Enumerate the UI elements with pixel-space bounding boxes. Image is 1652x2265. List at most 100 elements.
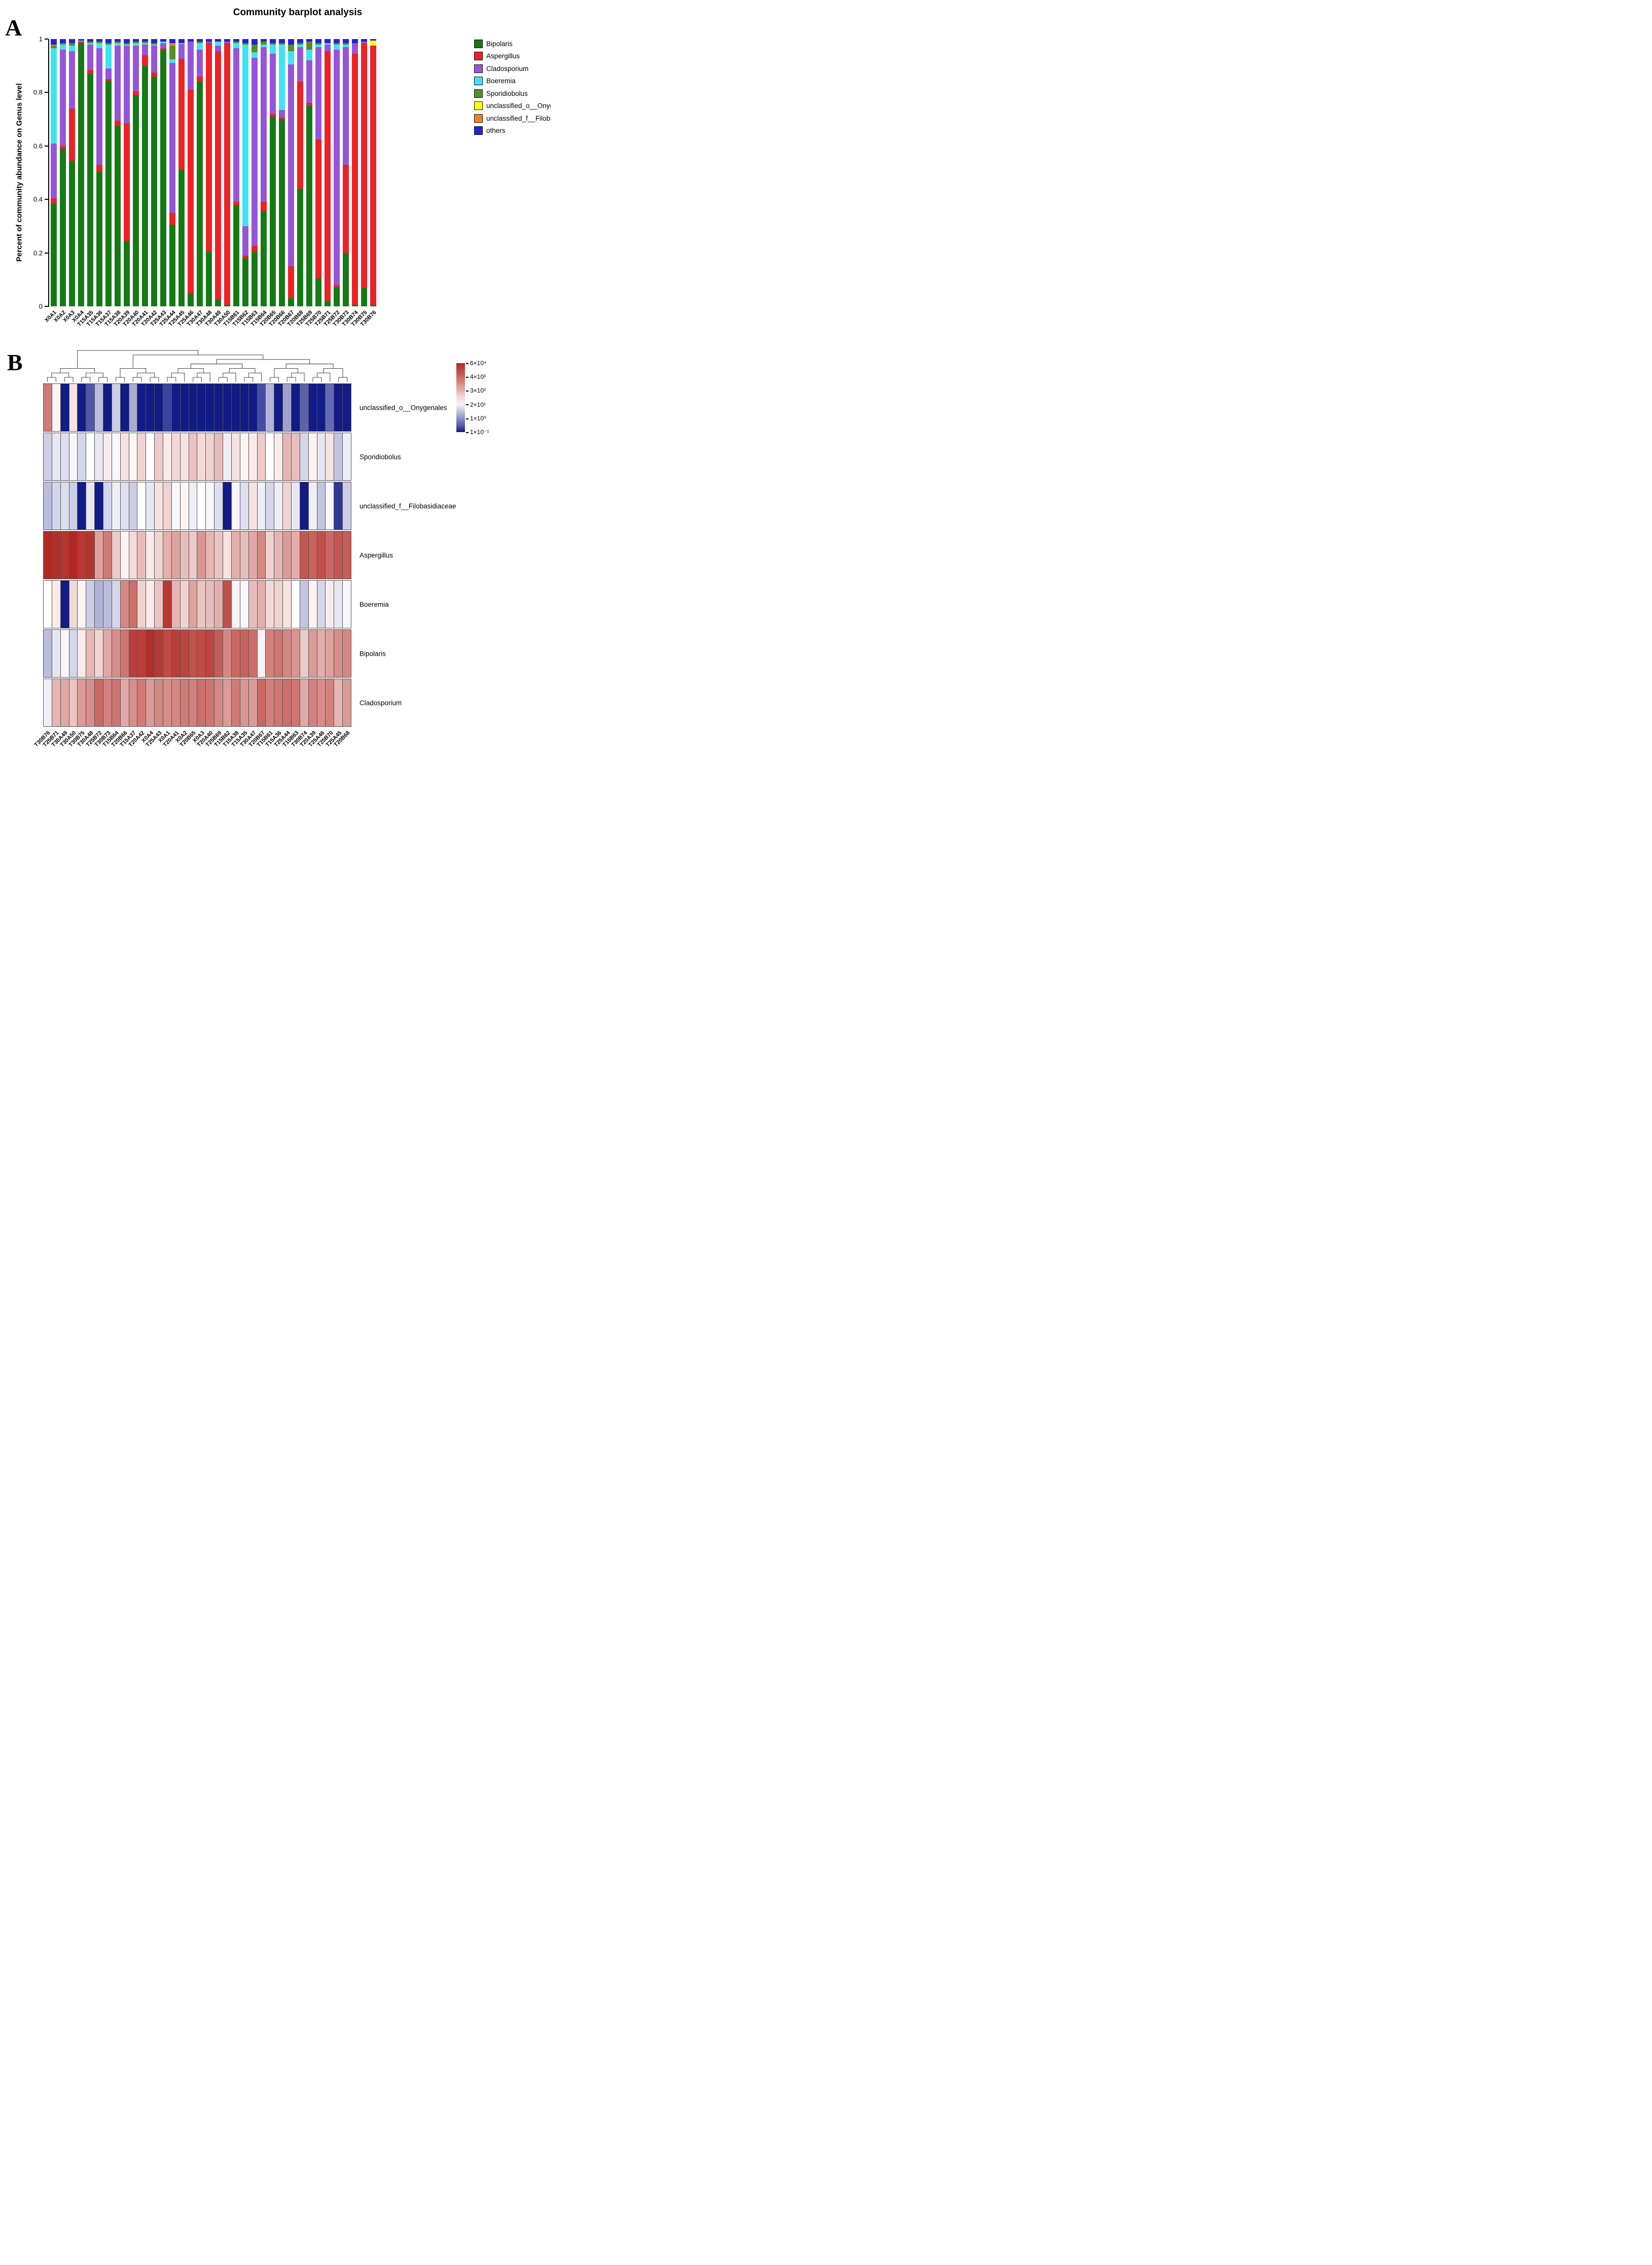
heatmap-cell [266,384,274,431]
bar-segment-Aspergillus [78,42,84,43]
stacked-bar [142,39,148,306]
heatmap-cell [60,581,69,628]
heatmap-cell [291,433,300,480]
barplot-area [49,39,378,306]
legend-label: Sporidiobolus [486,89,528,97]
heatmap-cell [257,482,266,529]
heatmap-cell [52,482,60,529]
heatmap-cell [112,630,120,677]
heatmap-cell [103,630,112,677]
heatmap-row-label: Cladosporium [360,699,402,707]
bar-segment-Bipolaris [306,105,312,306]
stacked-bar [306,39,312,306]
bar-segment-others [87,39,93,42]
heatmap-cell [180,679,189,726]
heatmap-row-label: Boeremia [360,600,389,609]
heatmap-cell [317,630,326,677]
bar-T25A43 [159,39,168,306]
bar-X0A4 [77,39,86,306]
stacked-bar [178,39,185,306]
bar-segment-Bipolaris [51,203,57,306]
bar-segment-Boeremia [288,51,294,65]
bar-segment-Aspergillus [197,76,203,82]
bar-T25B70 [314,39,323,306]
bar-segment-Cladosporium [78,41,84,43]
heatmap-row-label: unclassified_o__Onygenales [360,404,447,412]
bar-segment-Cladosporium [334,50,340,285]
heatmap-cell [257,630,266,677]
bar-segment-Bipolaris [142,65,148,306]
legend-item-Sporidiobolus: Sporidiobolus [474,87,551,100]
heatmap-cell [78,679,86,726]
bar-segment-Aspergillus [297,82,303,189]
heatmap-cell [197,679,206,726]
heatmap-cell [103,482,112,529]
heatmap-cell [248,679,257,726]
bar-segment-Boeremia [306,50,312,61]
stacked-bar [352,39,358,306]
bar-segment-others [96,39,102,42]
stacked-bar [334,39,340,306]
stacked-bar [60,39,66,306]
heatmap-cell [343,482,351,529]
heatmap-cell [266,630,274,677]
bar-segment-Boeremia [96,43,102,49]
bar-segment-others [178,39,185,43]
heatmap-cell [180,630,189,677]
heatmap-cell [129,482,137,529]
stacked-bar [197,39,203,306]
heatmap-cell [155,433,163,480]
bar-T15A35 [86,39,95,306]
heatmap-cell [197,630,206,677]
bar-T20B68 [296,39,305,306]
heatmap-cell [44,532,52,579]
heatmap-cell [60,384,69,431]
heatmap-cell [86,532,95,579]
bar-T25A46 [186,39,195,306]
stacked-bar [160,39,166,306]
bar-segment-Cladosporium [288,64,294,266]
stacked-bar [370,39,376,306]
heatmap-cell [206,581,214,628]
bar-segment-Boeremia [334,44,340,50]
bar-X0A3 [67,39,77,306]
legend-label: Bipolaris [486,40,513,48]
heatmap-cell [171,532,180,579]
heatmap-cell [326,384,334,431]
bar-segment-Bipolaris [343,253,349,306]
heatmap-cell [326,679,334,726]
bar-segment-Sporidiobolus [142,42,148,43]
bar-T20B65 [268,39,277,306]
barplot-legend: Bipolaris Aspergillus Cladosporium Boeremia… [474,38,551,137]
bar-T25A45 [177,39,186,306]
bar-T25B69 [305,39,314,306]
heatmap-cell [283,679,291,726]
bar-segment-others [352,39,358,43]
stacked-bar [124,39,130,306]
bar-segment-others [325,39,331,43]
heatmap-cell [326,581,334,628]
bar-segment-Aspergillus [188,90,194,293]
bar-T25B71 [323,39,332,306]
heatmap-cell [300,433,308,480]
bar-segment-Bipolaris [197,82,203,306]
bar-T30A47 [195,39,204,306]
heatmap-cell [163,630,171,677]
heatmap-cell [137,581,146,628]
heatmap-cell [248,630,257,677]
heatmap-cell [137,630,146,677]
heatmap-cell [248,532,257,579]
bar-segment-Aspergillus [233,202,239,205]
bar-segment-Cladosporium [206,42,212,43]
heatmap-cell [223,384,231,431]
bar-segment-Bipolaris [151,76,157,306]
heatmap-cell [308,532,317,579]
bar-segment-others [78,39,84,41]
y-tick-label: 0 [39,302,43,310]
bar-segment-others [115,39,121,42]
bar-segment-others [51,39,57,45]
heatmap-cell [103,433,112,480]
heatmap-cell [189,630,197,677]
heatmap-cell [240,384,248,431]
bar-segment-Cladosporium [151,46,157,73]
